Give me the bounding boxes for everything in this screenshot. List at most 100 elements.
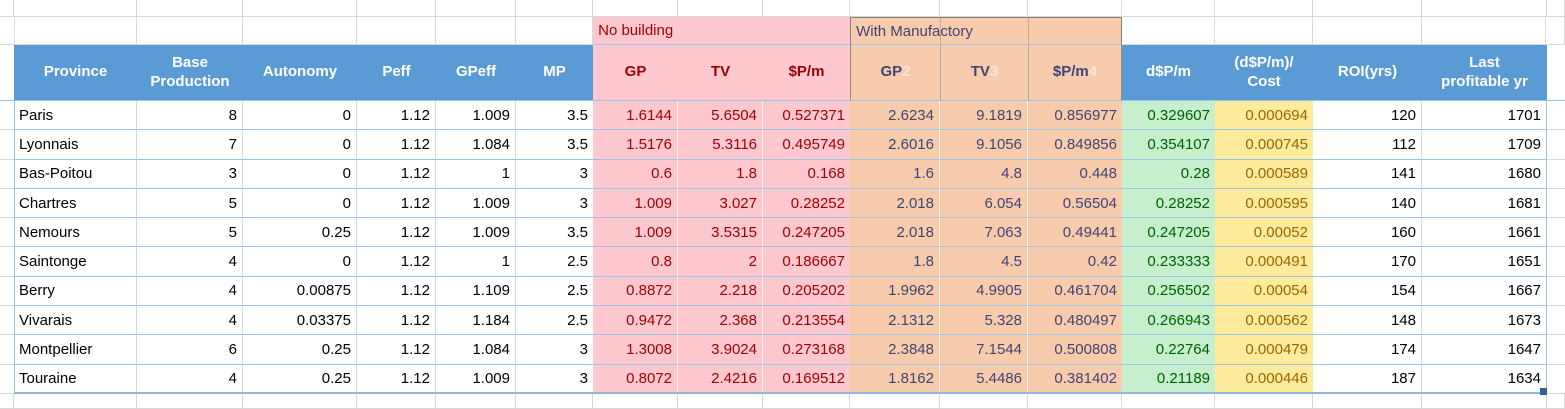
cell-autonomy[interactable]: 0 xyxy=(243,247,357,277)
cell-autonomy[interactable]: 0.25 xyxy=(243,218,357,248)
empty-cell[interactable] xyxy=(1312,17,1422,45)
cell-province[interactable]: Lyonnais xyxy=(14,130,137,160)
cell-manufactory-ppm[interactable]: 0.500808 xyxy=(1028,335,1122,365)
cell-dppm-cost[interactable]: 0.000589 xyxy=(1215,159,1313,189)
empty-cell[interactable] xyxy=(850,0,940,17)
cell-gpeff[interactable]: 1.184 xyxy=(436,306,516,336)
cell-manufactory-ppm[interactable]: 0.856977 xyxy=(1028,101,1122,131)
cell-roi[interactable]: 140 xyxy=(1313,188,1422,219)
cell-roi[interactable]: 174 xyxy=(1313,335,1422,365)
cell-dppm-cost[interactable]: 0.00054 xyxy=(1215,276,1313,307)
empty-cell[interactable] xyxy=(14,393,137,409)
empty-cell[interactable] xyxy=(1547,0,1565,17)
cell-dppm[interactable]: 0.233333 xyxy=(1122,247,1215,277)
cell-autonomy[interactable]: 0 xyxy=(243,159,357,189)
cell-nobuilding-tv[interactable]: 2.4216 xyxy=(678,364,763,394)
cell-manufactory-tv[interactable]: 4.8 xyxy=(940,159,1028,189)
cell-manufactory-tv[interactable]: 4.9905 xyxy=(940,276,1028,307)
empty-cell[interactable] xyxy=(1421,17,1547,45)
cell-manufactory-gp[interactable]: 1.8 xyxy=(850,247,940,277)
cell-roi[interactable]: 170 xyxy=(1313,247,1422,277)
cell-roi[interactable]: 160 xyxy=(1313,218,1422,248)
cell-province[interactable]: Chartres xyxy=(14,188,137,219)
cell-nobuilding-tv[interactable]: 2 xyxy=(678,247,763,277)
header-base-production[interactable]: Base Production xyxy=(137,45,243,101)
empty-cell[interactable] xyxy=(0,0,14,17)
empty-cell[interactable] xyxy=(1215,17,1313,45)
cell-manufactory-gp[interactable]: 2.018 xyxy=(850,218,940,248)
cell-manufactory-tv[interactable]: 6.054 xyxy=(940,188,1028,219)
header-autonomy[interactable]: Autonomy xyxy=(243,45,357,101)
cell-mp[interactable]: 3 xyxy=(516,365,593,394)
cell-nobuilding-tv[interactable]: 2.368 xyxy=(678,306,763,336)
cell-autonomy[interactable]: 0.03375 xyxy=(243,306,357,336)
cell-nobuilding-tv[interactable]: 3.9024 xyxy=(678,335,763,365)
cell-province[interactable]: Bas-Poitou xyxy=(14,159,137,189)
cell-base-production[interactable]: 4 xyxy=(137,247,243,277)
cell-dppm[interactable]: 0.354107 xyxy=(1122,130,1215,160)
cell-gpeff[interactable]: 1.009 xyxy=(436,218,516,248)
cell-dppm-cost[interactable]: 0.000446 xyxy=(1215,364,1313,394)
empty-cell[interactable] xyxy=(0,393,14,409)
cell-manufactory-gp[interactable]: 2.018 xyxy=(850,188,940,219)
empty-cell[interactable] xyxy=(436,0,516,17)
cell-manufactory-tv[interactable]: 7.1544 xyxy=(940,335,1028,365)
cell-peff[interactable]: 1.12 xyxy=(357,188,436,219)
empty-cell[interactable] xyxy=(1028,393,1122,409)
cell-mp[interactable]: 3.5 xyxy=(516,218,593,248)
cell-peff[interactable]: 1.12 xyxy=(357,247,436,277)
cell-manufactory-ppm[interactable]: 0.381402 xyxy=(1028,364,1122,394)
cell-nobuilding-gp[interactable]: 1.6144 xyxy=(593,101,678,131)
cell-nobuilding-ppm[interactable]: 0.205202 xyxy=(763,276,850,307)
cell-gpeff[interactable]: 1.009 xyxy=(436,364,516,394)
cell-dppm-cost[interactable]: 0.000694 xyxy=(1215,101,1313,131)
cell-nobuilding-ppm[interactable]: 0.28252 xyxy=(763,188,850,219)
cell-province[interactable]: Nemours xyxy=(14,218,137,248)
empty-cell[interactable] xyxy=(516,0,593,17)
cell-manufactory-gp[interactable]: 2.6234 xyxy=(850,101,940,131)
cell-nobuilding-ppm[interactable]: 0.213554 xyxy=(763,306,850,336)
header-province[interactable]: Province xyxy=(14,45,137,101)
empty-cell[interactable] xyxy=(516,17,594,45)
cell-dppm-cost[interactable]: 0.00052 xyxy=(1215,218,1313,248)
cell-nobuilding-tv[interactable]: 1.8 xyxy=(678,159,763,189)
cell-mp[interactable]: 3 xyxy=(516,335,593,365)
header-nobuilding-gp[interactable]: GP xyxy=(593,45,678,101)
cell-manufactory-tv[interactable]: 4.5 xyxy=(940,247,1028,277)
cell-peff[interactable]: 1.12 xyxy=(357,218,436,248)
cell-manufactory-gp[interactable]: 2.6016 xyxy=(850,130,940,160)
cell-province[interactable]: Montpellier xyxy=(14,335,137,365)
cell-nobuilding-tv[interactable]: 3.027 xyxy=(678,188,763,219)
empty-cell[interactable] xyxy=(1028,0,1122,17)
cell-mp[interactable]: 3 xyxy=(516,189,593,219)
cell-dppm[interactable]: 0.28252 xyxy=(1122,188,1215,219)
with-manufactory-band[interactable]: With Manufactory xyxy=(850,17,1123,45)
cell-roi[interactable]: 154 xyxy=(1313,276,1422,307)
empty-cell[interactable] xyxy=(678,0,763,17)
cell-last-profitable-yr[interactable]: 1680 xyxy=(1422,159,1547,189)
cell-base-production[interactable]: 4 xyxy=(137,276,243,307)
cell-manufactory-tv[interactable]: 5.4486 xyxy=(940,364,1028,394)
empty-cell[interactable] xyxy=(243,393,357,409)
empty-cell[interactable] xyxy=(1215,0,1313,17)
empty-cell[interactable] xyxy=(243,0,357,17)
cell-nobuilding-ppm[interactable]: 0.186667 xyxy=(763,247,850,277)
cell-nobuilding-tv[interactable]: 2.218 xyxy=(678,276,763,307)
cell-roi[interactable]: 148 xyxy=(1313,306,1422,336)
cell-base-production[interactable]: 4 xyxy=(137,306,243,336)
cell-nobuilding-tv[interactable]: 3.5315 xyxy=(678,218,763,248)
empty-cell[interactable] xyxy=(516,393,593,409)
cell-peff[interactable]: 1.12 xyxy=(357,276,436,307)
header-peff[interactable]: Peff xyxy=(357,45,436,101)
empty-cell[interactable] xyxy=(940,393,1028,409)
empty-cell[interactable] xyxy=(356,17,436,45)
cell-gpeff[interactable]: 1.109 xyxy=(436,276,516,307)
cell-dppm[interactable]: 0.247205 xyxy=(1122,218,1215,248)
empty-cell[interactable] xyxy=(1313,393,1422,409)
header-manufactory-gp[interactable]: GP 2 xyxy=(850,45,940,101)
cell-base-production[interactable]: 7 xyxy=(137,130,243,160)
cell-base-production[interactable]: 6 xyxy=(137,335,243,365)
cell-dppm-cost[interactable]: 0.000562 xyxy=(1215,306,1313,336)
empty-cell[interactable] xyxy=(436,393,516,409)
cell-last-profitable-yr[interactable]: 1651 xyxy=(1422,247,1547,277)
